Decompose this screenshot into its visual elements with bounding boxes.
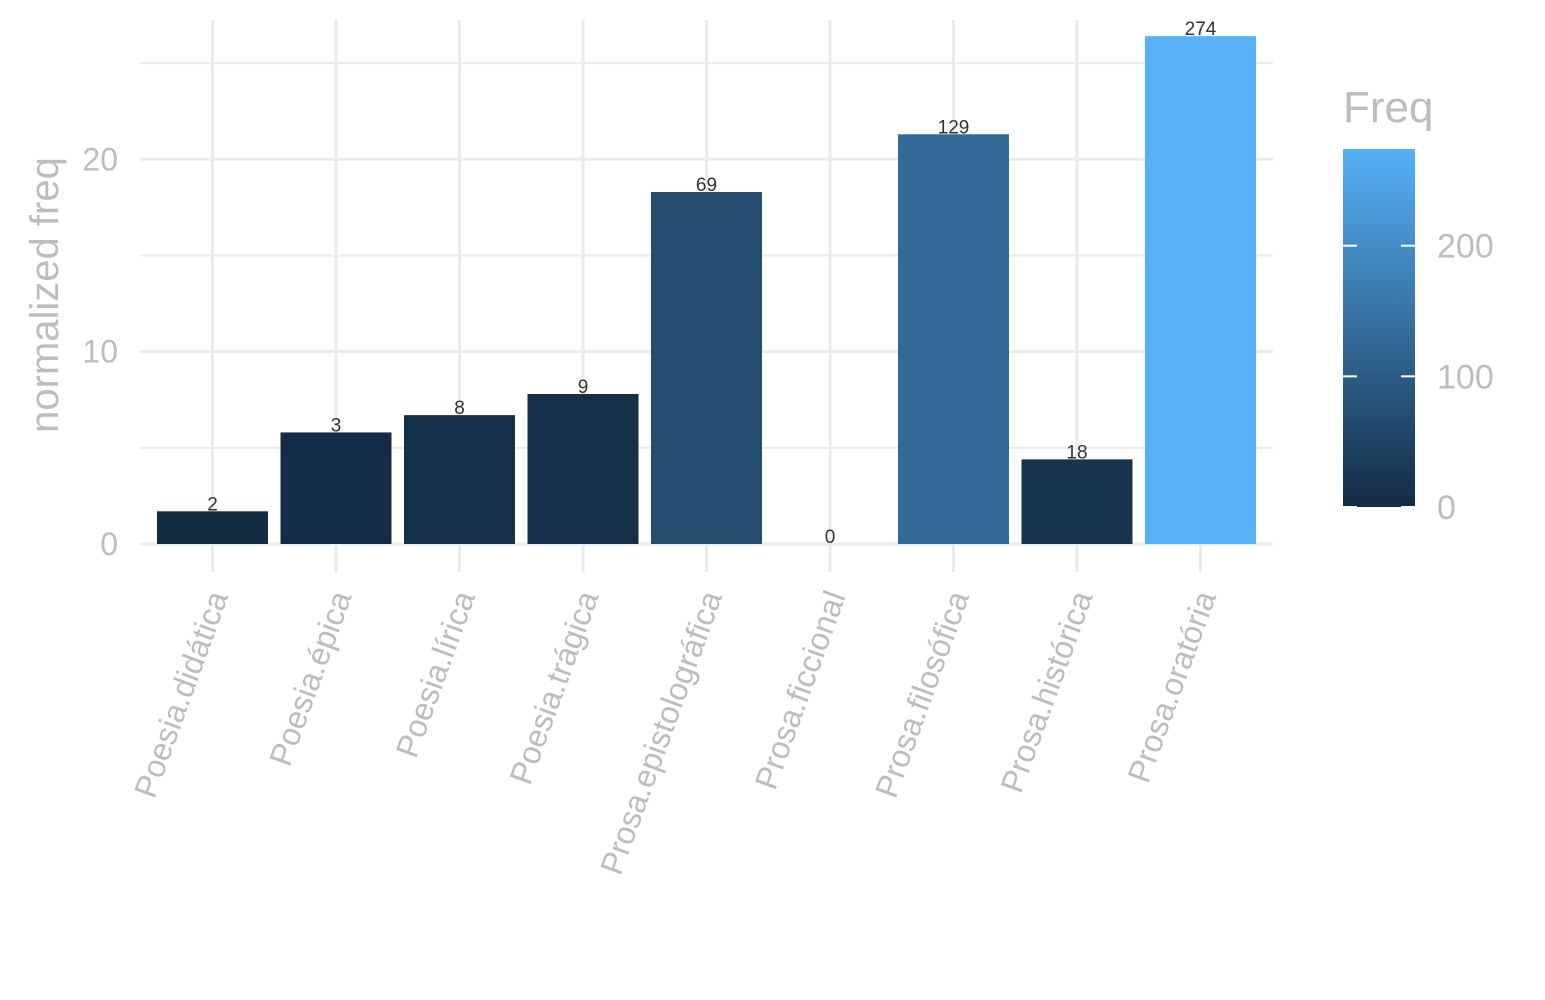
data-labels: 2 3 8 9 69 0 129 18 274 (207, 19, 1217, 548)
data-label-7: 18 (1066, 442, 1087, 463)
colorbar-legend: Freq 0 100 200 (1343, 83, 1494, 527)
bar-3 (527, 393, 639, 544)
data-label-5: 0 (825, 527, 836, 548)
x-tick-label: Prosa.oratória (1121, 586, 1224, 787)
bar-4 (651, 191, 762, 544)
bar-1 (280, 432, 392, 544)
bar-8 (1145, 36, 1256, 544)
x-tick-label: Prosa.histórica (993, 586, 1099, 797)
colorbar (1343, 149, 1415, 507)
y-tick-label: 20 (82, 141, 118, 177)
bar-7 (1021, 459, 1133, 544)
bar-6 (898, 134, 1009, 545)
legend-tick-label: 100 (1437, 358, 1494, 396)
legend-title: Freq (1343, 83, 1433, 132)
x-tick-label: Prosa.filosófica (868, 586, 976, 802)
y-axis: 0 10 20 (82, 141, 118, 562)
data-label-2: 8 (454, 398, 465, 419)
x-tick-label: Prosa.epistolográfica (593, 586, 729, 879)
data-label-0: 2 (207, 494, 218, 515)
x-tick-label: Poesia.didática (127, 586, 235, 802)
data-label-8: 274 (1185, 19, 1217, 40)
data-label-4: 69 (696, 175, 717, 196)
x-tick-label: Poesia.épica (262, 586, 359, 771)
x-tick-label: Poesia.lírica (389, 586, 483, 762)
x-axis: Poesia.didática Poesia.épica Poesia.lírica… (127, 586, 1223, 879)
data-label-3: 9 (578, 377, 589, 398)
bar-0 (157, 511, 268, 544)
y-axis-title: normalized freq (23, 157, 67, 433)
y-tick-label: 0 (100, 526, 118, 562)
data-label-1: 3 (331, 415, 342, 436)
legend-tick-label: 200 (1437, 228, 1494, 266)
y-tick-label: 10 (82, 334, 118, 370)
data-label-6: 129 (938, 117, 970, 138)
legend-tick-label: 0 (1437, 489, 1456, 527)
x-tick-label: Prosa.ficcional (748, 586, 853, 794)
bars (157, 36, 1256, 545)
bar-2 (404, 415, 515, 544)
x-tick-label: Poesia.trágica (502, 586, 605, 789)
